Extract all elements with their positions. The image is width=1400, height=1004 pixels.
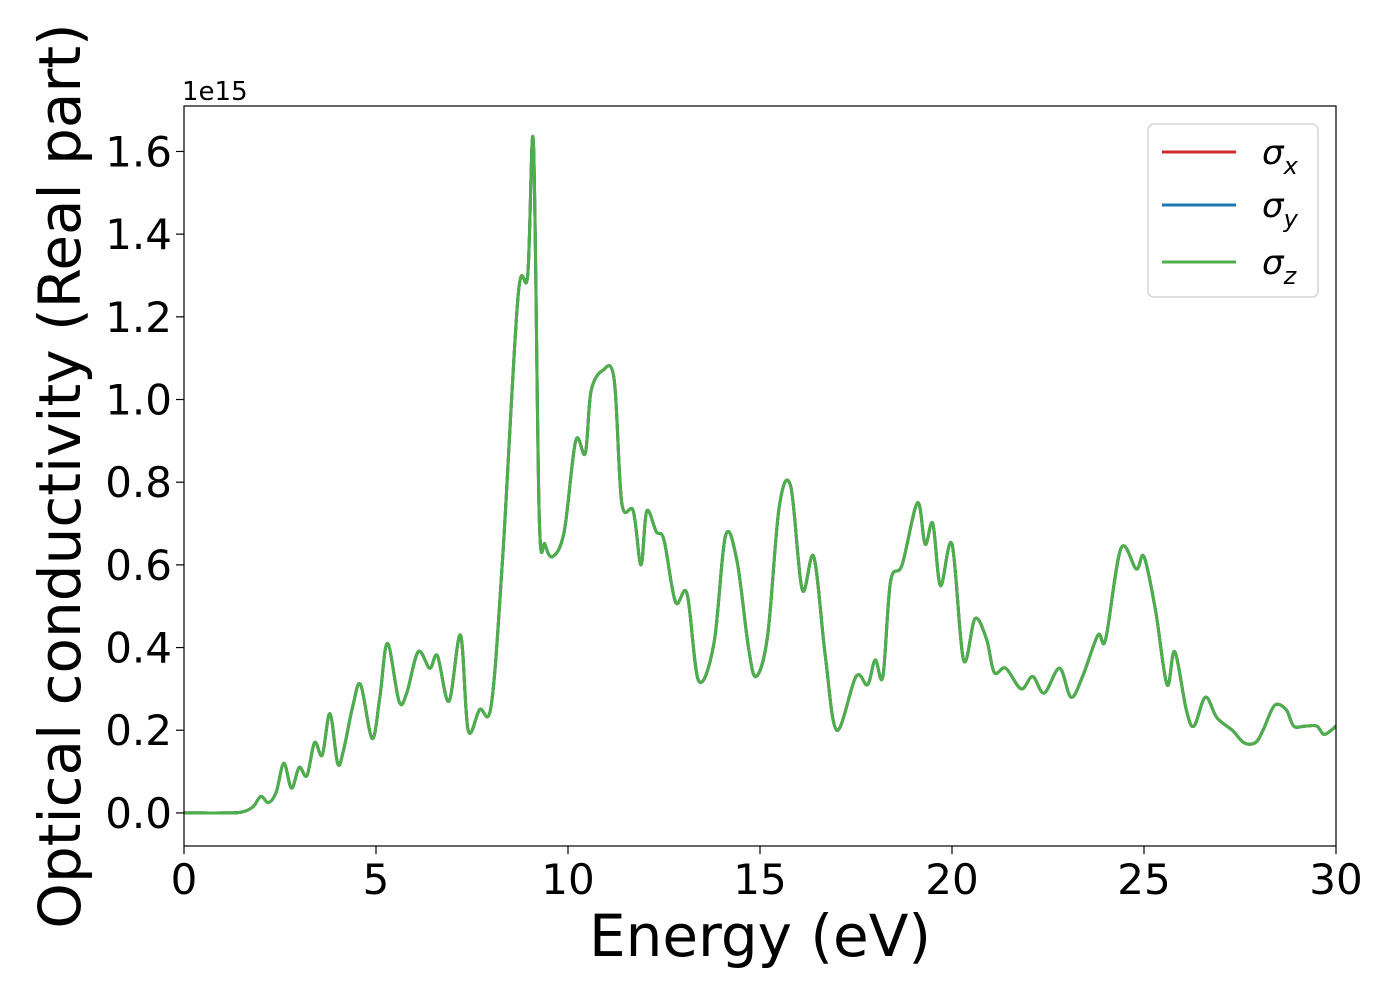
y-tick-label: 1.2 (105, 293, 172, 342)
series-layer (184, 134, 1336, 815)
x-tick-label: 0 (171, 855, 198, 904)
series-line-z (184, 134, 1336, 815)
y-tick-label: 0.2 (105, 706, 172, 755)
y-tick-label: 0.0 (105, 789, 172, 838)
legend: σx σy σz (1147, 123, 1319, 298)
legend-label-z: σz (1262, 243, 1298, 290)
y-tick-label: 0.8 (105, 458, 172, 507)
y-tick-label: 1.6 (105, 127, 172, 176)
x-axis-label: Energy (eV) (589, 902, 931, 970)
x-tick-label: 5 (363, 855, 390, 904)
x-tick-label: 20 (925, 855, 978, 904)
y-axis: 0.0 0.2 0.4 0.6 0.8 1.0 1.2 1.4 1.6 (105, 127, 184, 838)
y-tick-label: 0.6 (105, 541, 172, 590)
x-tick-label: 15 (733, 855, 786, 904)
legend-label-y: σy (1262, 186, 1299, 233)
legend-frame (1147, 123, 1319, 298)
y-axis-label: Optical conductivity (Real part) (26, 23, 94, 928)
legend-label-x: σx (1262, 133, 1299, 180)
y-tick-label: 1.0 (105, 376, 172, 425)
x-tick-label: 30 (1309, 855, 1362, 904)
y-tick-label: 0.4 (105, 624, 172, 673)
y-tick-label: 1.4 (105, 210, 172, 259)
x-tick-label: 25 (1117, 855, 1170, 904)
y-scale-multiplier: 1e15 (182, 77, 248, 107)
x-axis: 0 5 10 15 20 25 30 (171, 846, 1363, 904)
x-tick-label: 10 (541, 855, 594, 904)
